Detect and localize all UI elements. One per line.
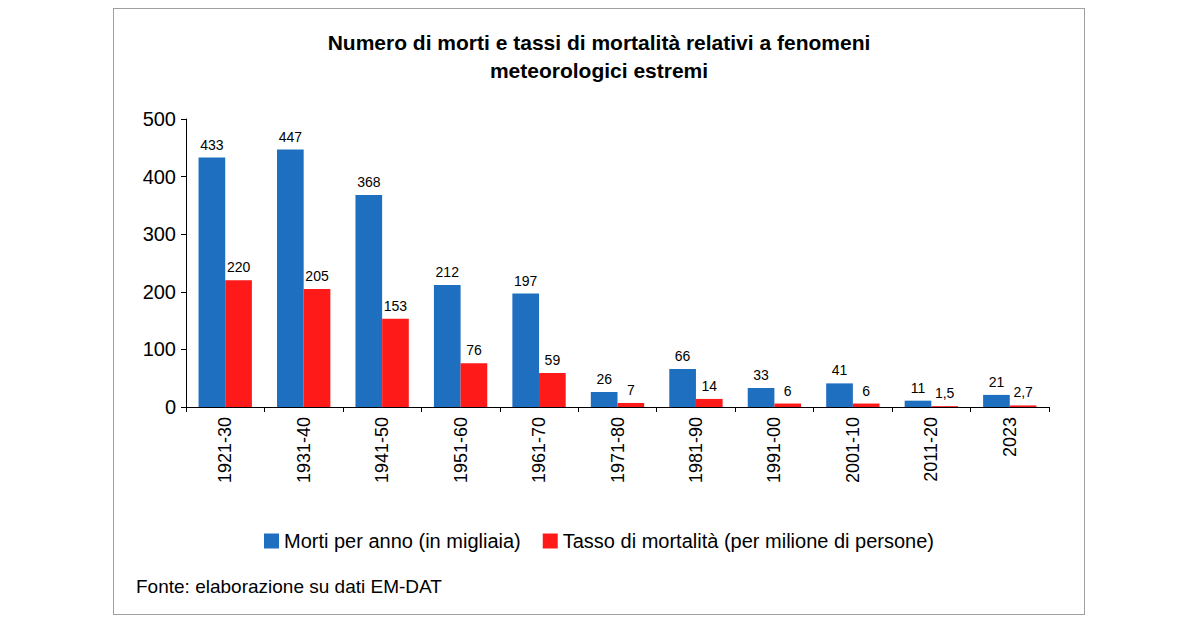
svg-text:Fonte: elaborazione su dati EM: Fonte: elaborazione su dati EM-DAT bbox=[136, 576, 442, 597]
svg-text:500: 500 bbox=[143, 108, 176, 130]
svg-text:33: 33 bbox=[753, 367, 769, 383]
svg-text:433: 433 bbox=[200, 137, 224, 153]
svg-text:76: 76 bbox=[466, 342, 482, 358]
svg-text:447: 447 bbox=[279, 129, 303, 145]
svg-text:6: 6 bbox=[862, 383, 870, 399]
svg-text:1951-60: 1951-60 bbox=[451, 417, 471, 483]
svg-text:1931-40: 1931-40 bbox=[294, 417, 314, 483]
svg-text:153: 153 bbox=[384, 298, 408, 314]
svg-text:7: 7 bbox=[627, 382, 635, 398]
svg-text:59: 59 bbox=[545, 352, 561, 368]
svg-text:2001-10: 2001-10 bbox=[843, 417, 863, 483]
svg-text:21: 21 bbox=[989, 374, 1005, 390]
svg-text:2011-20: 2011-20 bbox=[921, 417, 941, 482]
svg-text:200: 200 bbox=[143, 281, 176, 303]
svg-text:Tasso di mortalità (per milion: Tasso di mortalità (per milione di perso… bbox=[563, 530, 934, 552]
svg-text:220: 220 bbox=[227, 259, 251, 275]
svg-text:1971-80: 1971-80 bbox=[608, 417, 628, 483]
svg-text:1,5: 1,5 bbox=[935, 385, 955, 401]
svg-text:66: 66 bbox=[675, 348, 691, 364]
svg-text:2,7: 2,7 bbox=[1013, 384, 1033, 400]
svg-text:205: 205 bbox=[305, 268, 329, 284]
svg-text:26: 26 bbox=[596, 371, 612, 387]
svg-text:197: 197 bbox=[514, 273, 538, 289]
svg-text:1981-90: 1981-90 bbox=[686, 417, 706, 483]
svg-text:Morti per anno (in migliaia): Morti per anno (in migliaia) bbox=[284, 530, 521, 552]
svg-text:Numero di morti e tassi di mor: Numero di morti e tassi di mortalità rel… bbox=[328, 31, 871, 54]
svg-text:100: 100 bbox=[143, 338, 176, 360]
svg-text:14: 14 bbox=[702, 378, 718, 394]
svg-text:1941-50: 1941-50 bbox=[372, 417, 392, 483]
svg-text:212: 212 bbox=[436, 264, 460, 280]
svg-text:368: 368 bbox=[357, 174, 381, 190]
svg-text:meteorologici estremi: meteorologici estremi bbox=[490, 59, 708, 82]
svg-text:1991-00: 1991-00 bbox=[764, 417, 784, 483]
svg-text:0: 0 bbox=[165, 396, 176, 418]
svg-text:400: 400 bbox=[143, 166, 176, 188]
svg-text:41: 41 bbox=[832, 362, 848, 378]
svg-text:6: 6 bbox=[784, 383, 792, 399]
svg-text:1921-30: 1921-30 bbox=[215, 417, 235, 483]
svg-text:300: 300 bbox=[143, 223, 176, 245]
svg-text:2023: 2023 bbox=[1000, 417, 1020, 457]
svg-text:1961-70: 1961-70 bbox=[529, 417, 549, 483]
svg-text:11: 11 bbox=[911, 380, 926, 396]
